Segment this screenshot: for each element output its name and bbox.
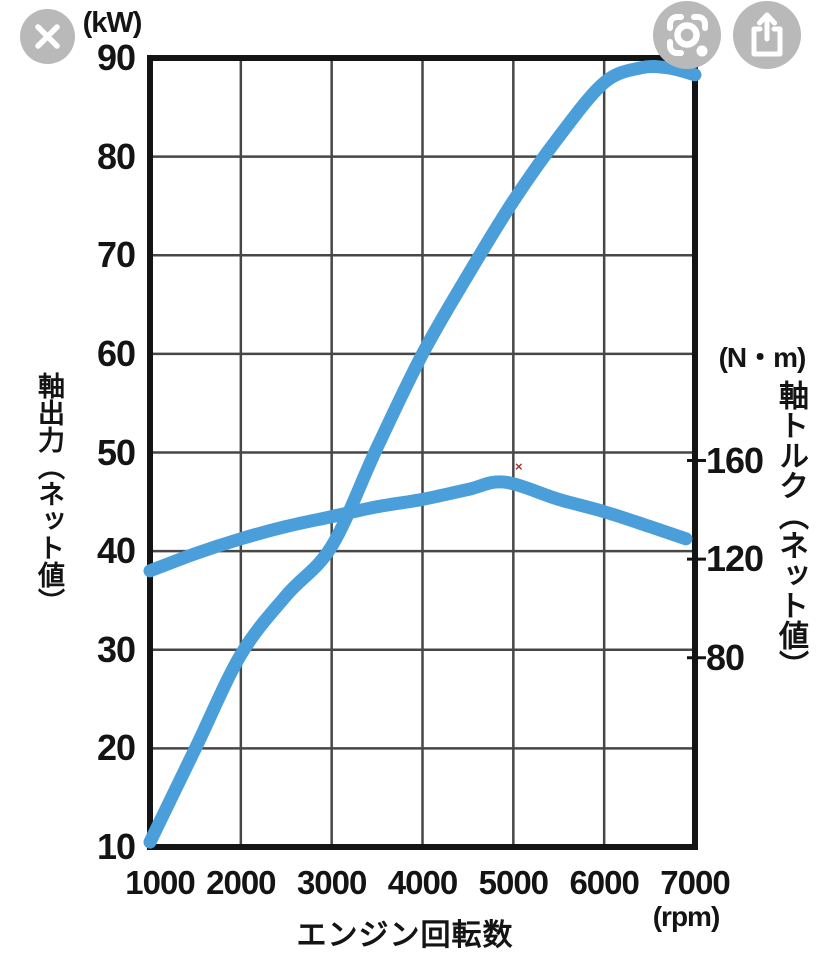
y-left-tick-10: 10 bbox=[96, 826, 136, 867]
x-tick-3000: 3000 bbox=[296, 864, 367, 901]
y-right-tick-160: 160 bbox=[706, 439, 764, 481]
x-tick-7000: 7000 bbox=[660, 864, 730, 901]
plot-border bbox=[147, 55, 698, 850]
right-axis-title: 軸トルク（ネット値） bbox=[774, 380, 807, 680]
y-right-tick-80: 80 bbox=[706, 636, 745, 678]
x-tick-5000: 5000 bbox=[478, 864, 549, 901]
y-left-tick-50: 50 bbox=[96, 431, 136, 473]
shaft-torque-net-curve bbox=[143, 475, 693, 578]
y-left-tick-80: 80 bbox=[96, 135, 136, 177]
share-icon bbox=[751, 12, 783, 57]
x-tick-2000: 2000 bbox=[206, 864, 276, 901]
x-tick-6000: 6000 bbox=[569, 864, 639, 901]
y-left-tick-30: 30 bbox=[96, 628, 136, 670]
y-left-tick-40: 40 bbox=[96, 530, 136, 572]
left-axis-title: 軸出力（ネット値） bbox=[34, 372, 64, 615]
right-axis-unit: (N・m) bbox=[718, 342, 807, 373]
close-icon bbox=[35, 24, 60, 49]
x-axis-unit: (rpm) bbox=[652, 901, 721, 932]
x-tick-4000: 4000 bbox=[387, 864, 458, 901]
close-button[interactable] bbox=[20, 9, 75, 64]
y-left-tick-20: 20 bbox=[96, 727, 136, 769]
stray-red-mark: × bbox=[515, 459, 523, 474]
y-right-tick-120: 120 bbox=[706, 538, 764, 580]
left-axis-unit: (kW) bbox=[82, 7, 143, 39]
x-axis-title: エンジン回転数 bbox=[296, 919, 514, 952]
y-left-tick-60: 60 bbox=[96, 332, 136, 374]
google-lens-button[interactable] bbox=[653, 1, 721, 69]
shaft-power-net-curve bbox=[143, 59, 702, 849]
share-button[interactable] bbox=[733, 1, 801, 69]
y-left-tick-90: 90 bbox=[96, 37, 136, 78]
x-tick-1000: 1000 bbox=[125, 864, 195, 901]
y-left-tick-70: 70 bbox=[96, 234, 136, 276]
google-lens-icon bbox=[667, 14, 708, 57]
